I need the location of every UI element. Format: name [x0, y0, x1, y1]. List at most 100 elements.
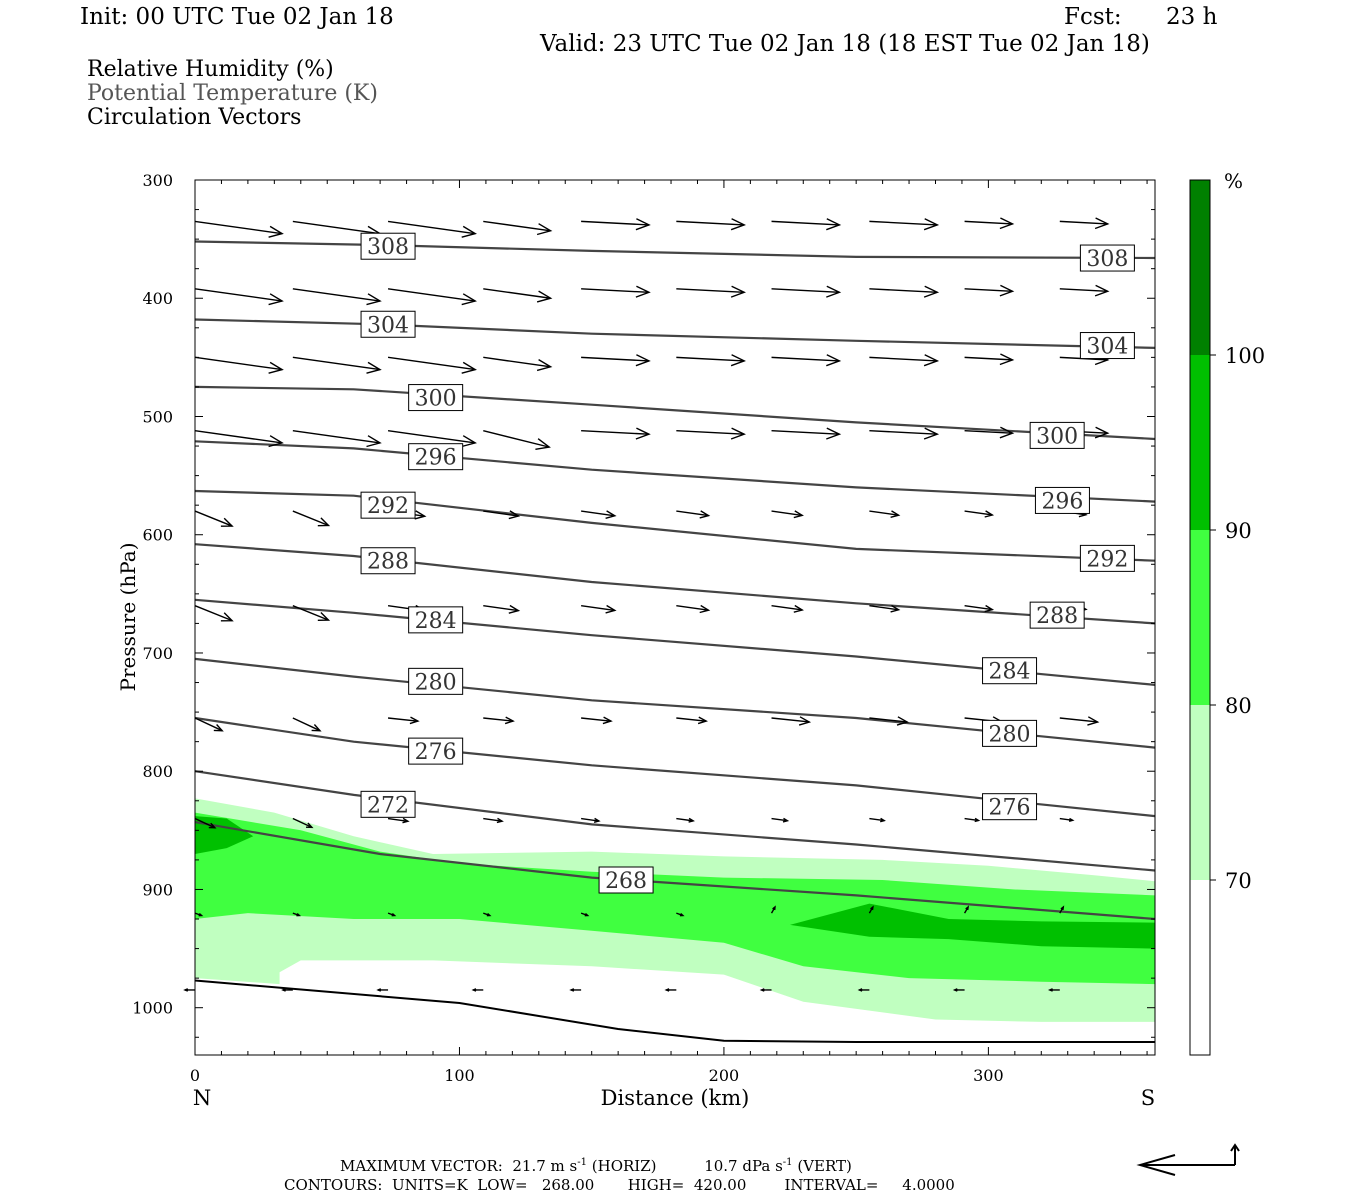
circulation-vector [676, 285, 746, 298]
circulation-vector [483, 604, 521, 614]
isentrope-label-276: 276 [982, 793, 1038, 821]
circulation-vector [194, 429, 284, 448]
x-tick-label: 100 [444, 1066, 475, 1085]
isentrope-label-304: 304 [1079, 332, 1135, 360]
circulation-vector [676, 604, 711, 614]
y-tick-label: 500 [142, 407, 173, 426]
colorbar-segment [1190, 355, 1210, 530]
isentrope-label-288: 288 [360, 547, 416, 575]
isentrope-label-272: 272 [360, 790, 416, 818]
circulation-vector [292, 510, 331, 527]
circulation-vector [292, 817, 314, 829]
x-tick-label: 300 [973, 1066, 1004, 1085]
max-vector-vert: 10.7 dPa s [704, 1157, 783, 1175]
circulation-vector [664, 988, 677, 992]
svg-text:296: 296 [1041, 489, 1083, 514]
circulation-vector [483, 288, 553, 303]
circulation-vector [676, 817, 695, 823]
x-axis-label: Distance (km) [601, 1086, 750, 1110]
isentrope-label-304: 304 [360, 310, 416, 338]
circulation-vector [569, 988, 582, 992]
circulation-vector [483, 716, 515, 725]
rh-80-region [195, 812, 1155, 985]
circulation-vector [471, 988, 484, 992]
isentrope-296 [194, 489, 1156, 562]
circulation-vector [771, 218, 842, 231]
circulation-vector [387, 356, 477, 374]
circulation-vector [771, 285, 842, 298]
circulation-vector [292, 605, 331, 621]
circulation-vector [292, 429, 382, 448]
svg-text:300: 300 [1036, 424, 1078, 449]
isentrope-300 [194, 385, 1156, 441]
circulation-vector [676, 912, 685, 917]
circulation-vector [676, 716, 708, 725]
isentrope-label-284: 284 [408, 606, 464, 634]
circulation-vector [387, 716, 420, 725]
circulation-vector [292, 912, 302, 917]
circulation-vector [869, 285, 940, 298]
horiz-exponent: -1 [577, 1157, 587, 1168]
colorbar-level-label: 90 [1225, 519, 1252, 543]
circulation-vector [292, 717, 322, 732]
isentrope-label-280: 280 [982, 719, 1038, 747]
svg-text:284: 284 [989, 660, 1031, 685]
circulation-vector [869, 817, 886, 823]
circulation-vector [868, 905, 874, 914]
isentrope-label-296: 296 [1034, 486, 1090, 514]
circulation-vector [194, 817, 217, 829]
plot-frame [194, 179, 1156, 1056]
legend-potential-temperature: Potential Temperature (K) [87, 81, 378, 106]
y-tick-label: 700 [142, 644, 173, 663]
legend-circulation-vectors: Circulation Vectors [87, 105, 302, 130]
svg-text:308: 308 [1086, 247, 1128, 272]
isentrope-272 [194, 770, 1156, 872]
circulation-vector [676, 427, 746, 440]
isentrope-label-292: 292 [1079, 544, 1135, 572]
isentrope-292 [194, 440, 1156, 503]
circulation-vector [1059, 905, 1065, 914]
isentrope-280 [194, 657, 1156, 749]
circulation-vector [483, 912, 492, 917]
contours-info: CONTOURS: UNITS=K LOW= 268.00 HIGH= 420.… [284, 1176, 955, 1194]
svg-text:308: 308 [367, 235, 409, 260]
isentrope-label-288: 288 [1029, 601, 1085, 629]
circulation-vector [194, 356, 284, 374]
isentrope-label-280: 280 [408, 667, 464, 695]
circulation-vector [952, 988, 965, 992]
x-tick-label: 0 [190, 1066, 200, 1085]
y-tick-label: 600 [142, 526, 173, 545]
isentrope-label-292: 292 [360, 491, 416, 519]
svg-text:288: 288 [367, 550, 409, 575]
y-tick-label: 900 [142, 880, 173, 899]
surface-pressure-line [194, 979, 1155, 1043]
circulation-vector [1047, 988, 1060, 992]
isentrope-label-308: 308 [1079, 244, 1135, 272]
x-tick-label: 200 [709, 1066, 740, 1085]
circulation-vector [771, 817, 790, 823]
circulation-vector [1059, 217, 1110, 230]
svg-text:292: 292 [1086, 547, 1128, 572]
circulation-vector [194, 220, 284, 238]
circulation-vector [581, 510, 617, 519]
max-vector-horiz: 21.7 m s [512, 1157, 578, 1175]
circulation-vector [483, 429, 551, 450]
circulation-vector [869, 218, 940, 231]
circulation-vector [771, 716, 812, 726]
colorbar-segment [1190, 530, 1210, 705]
circulation-vector [376, 988, 389, 992]
circulation-vector [869, 510, 901, 518]
circulation-vector [869, 354, 940, 367]
y-tick-label: 800 [142, 762, 173, 781]
circulation-vector [581, 716, 613, 725]
max-vector-label: MAXIMUM VECTOR: [340, 1157, 503, 1175]
circulation-vector [770, 905, 776, 914]
isentrope-label-296: 296 [408, 443, 464, 471]
colorbar-level-label: 100 [1225, 344, 1265, 368]
y-tick-label: 1000 [132, 999, 173, 1018]
circulation-vector [857, 988, 870, 992]
circulation-vector [869, 427, 940, 440]
isentrope-308 [194, 240, 1156, 260]
circulation-vector [964, 353, 1015, 366]
svg-text:288: 288 [1036, 604, 1078, 629]
